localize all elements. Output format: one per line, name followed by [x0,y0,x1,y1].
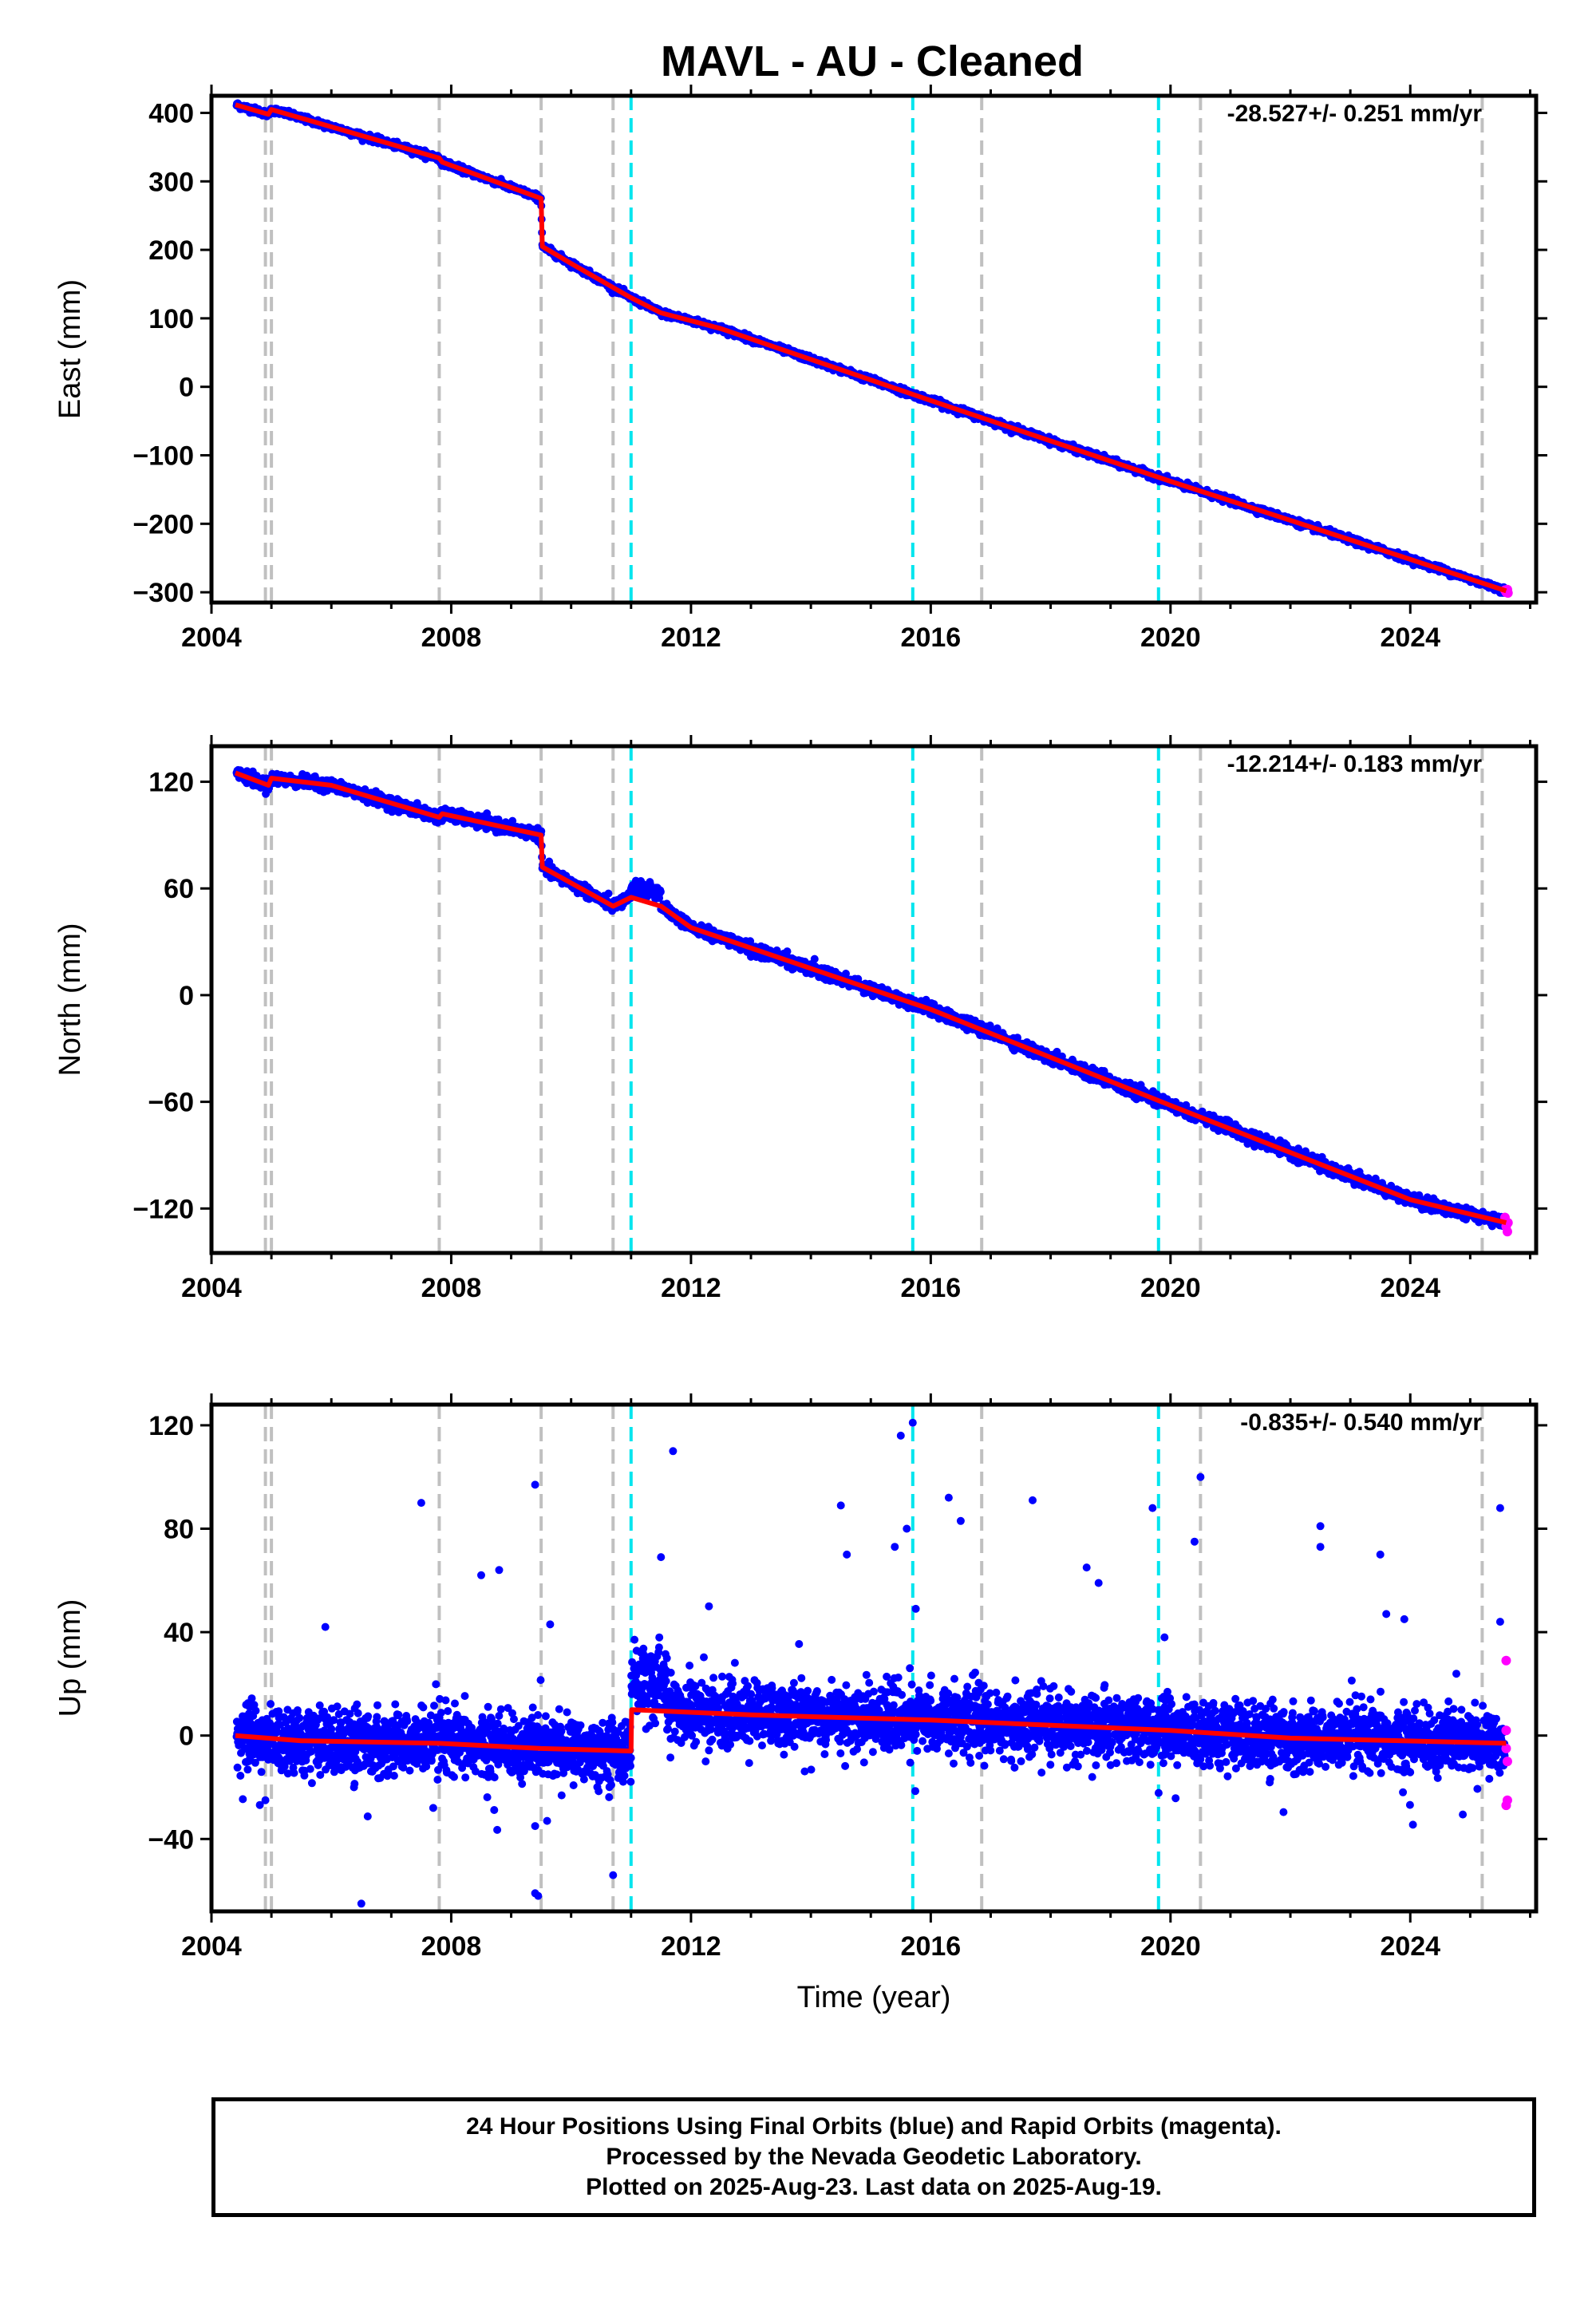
x-tick-label: 2004 [181,622,242,653]
y-tick-label: 400 [148,98,194,128]
east-rate-label: -28.527+/- 0.251 mm/yr [1227,101,1483,127]
y-tick-label: −300 [132,578,194,608]
x-tick-label: 2004 [181,1273,242,1303]
y-tick-label: 200 [148,235,194,266]
north-y-axis-label: North (mm) [53,923,87,1076]
x-tick-label: 2016 [901,1273,962,1303]
y-tick-label: 100 [148,304,194,334]
y-tick-label: −40 [148,1824,194,1855]
x-tick-label: 2012 [661,1931,721,1962]
north-frame [209,744,1539,1255]
east-plot-area [232,96,1513,603]
north-plot-area [232,746,1513,1253]
x-tick-label: 2012 [661,1273,721,1303]
x-tick-label: 2008 [421,622,482,653]
y-tick-label: 0 [179,981,194,1011]
rapid-orbit-point [1501,1743,1511,1753]
up-plot-area [232,1405,1512,1911]
north-rate-label: -12.214+/- 0.183 mm/yr [1227,751,1483,777]
x-tick-label: 2020 [1140,622,1201,653]
x-axis-label: Time (year) [797,1981,951,2014]
rapid-orbit-point [1502,1757,1512,1767]
footer-line-2: Processed by the Nevada Geodetic Laborat… [606,2144,1142,2170]
processing-info-box: 24 Hour Positions Using Final Orbits (bl… [211,2097,1536,2217]
east-panel: 400 300 200 100 0 −100 −200 −300 2004 2008 2012 201… [53,85,1547,653]
up-rate-label: -0.835+/- 0.540 mm/yr [1240,1409,1482,1436]
east-y-axis-label: East (mm) [53,279,87,419]
east-model-line [235,102,1507,594]
y-tick-label: −120 [132,1194,194,1224]
x-tick-label: 2008 [421,1931,482,1962]
north-model-line [234,770,1507,1226]
y-tick-label: −60 [148,1088,194,1118]
y-tick-label: 0 [179,1721,194,1752]
north-panel: 120 60 0 −60 −120 2004 2008 2012 2016 2020 2024 Nor… [53,735,1547,1303]
x-tick-label: 2024 [1380,1931,1440,1962]
y-tick-label: 0 [179,373,194,403]
y-tick-label: −100 [132,441,194,472]
x-tick-label: 2008 [421,1273,482,1303]
footer-line-1: 24 Hour Positions Using Final Orbits (bl… [466,2113,1282,2140]
up-panel: 120 80 40 0 −40 2004 2008 2012 2016 2020 2024 Up (m… [53,1393,1547,2014]
x-tick-label: 2020 [1140,1931,1201,1962]
up-final-positions [232,1418,1509,1908]
rapid-orbit-point [1501,1655,1511,1666]
y-tick-label: 80 [164,1515,194,1545]
east-frame [209,93,1539,605]
y-tick-label: 120 [148,1411,194,1441]
y-tick-label: 60 [164,874,194,904]
x-tick-label: 2024 [1380,1273,1440,1303]
x-tick-label: 2016 [901,622,962,653]
east-final-positions [232,99,1509,597]
y-tick-label: −200 [132,509,194,539]
x-tick-label: 2012 [661,622,721,653]
up-y-axis-label: Up (mm) [53,1599,87,1717]
y-tick-label: 300 [148,167,194,197]
up-frame [209,1402,1539,1914]
x-tick-label: 2004 [181,1931,242,1962]
y-tick-label: 120 [148,768,194,798]
up-model-line [235,1707,1507,1754]
y-tick-label: 40 [164,1618,194,1648]
rapid-orbit-point [1502,1795,1512,1805]
rapid-orbit-point [1501,1725,1511,1736]
x-tick-label: 2020 [1140,1273,1201,1303]
x-tick-label: 2024 [1380,622,1440,653]
chart-title: MAVL - AU - Cleaned [661,38,1084,85]
footer-line-3: Plotted on 2025-Aug-23. Last data on 202… [586,2174,1162,2200]
x-tick-label: 2016 [901,1931,962,1962]
rapid-orbit-point [1502,1227,1512,1237]
